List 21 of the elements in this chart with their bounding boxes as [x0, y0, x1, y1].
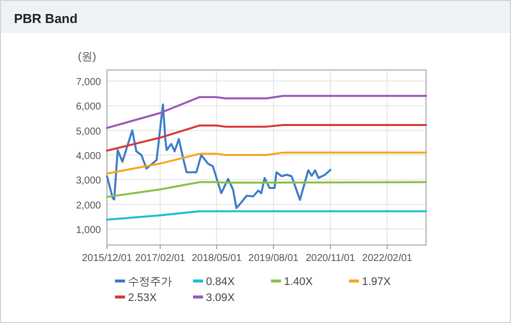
chart-title: PBR Band	[14, 11, 78, 26]
legend-label: 1.40X	[284, 276, 314, 288]
x-tick-label: 2019/08/01	[248, 253, 299, 264]
y-tick-label: 2,000	[76, 200, 102, 212]
y-tick-label: 6,000	[76, 102, 102, 113]
y-tick-label: 3,000	[76, 176, 102, 187]
x-tick-label: 2022/02/01	[362, 253, 413, 264]
legend-label: 3.09X	[206, 292, 236, 304]
y-axis-title: (원)	[78, 51, 96, 63]
legend-label: 0.84X	[206, 276, 236, 288]
legend-label: 2.53X	[128, 292, 158, 304]
y-tick-label: 4,000	[76, 151, 102, 162]
x-tick-label: 2018/05/01	[192, 253, 242, 264]
x-tick-label: 2015/12/01	[82, 253, 132, 264]
legend-label: 수정주가	[128, 276, 172, 288]
legend-label: 1.97X	[362, 276, 392, 288]
y-tick-label: 7,000	[76, 77, 102, 88]
y-tick-label: 1,000	[76, 224, 102, 236]
x-tick-label: 2020/11/01	[306, 253, 356, 264]
y-tick-label: 5,000	[76, 126, 102, 138]
x-tick-label: 2017/02/01	[135, 253, 186, 264]
